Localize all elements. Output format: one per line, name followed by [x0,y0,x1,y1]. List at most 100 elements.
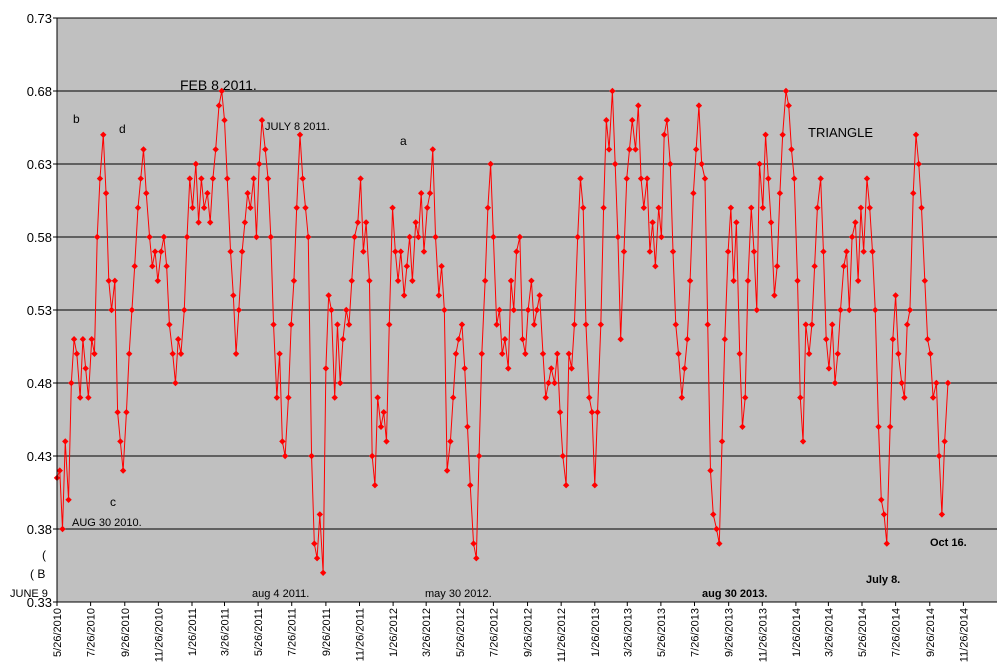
data-point [582,321,590,328]
data-point [840,263,848,270]
data-point [123,409,130,416]
data-point [443,467,451,474]
data-point [354,219,362,226]
data-point [308,452,315,460]
data-point [374,394,381,401]
data-point [458,321,466,328]
x-tick-label: 1/26/2012 [388,608,400,657]
data-point [863,175,871,182]
data-point [910,190,917,197]
data-point [765,175,772,182]
x-tick-label: 11/26/2012 [556,608,568,662]
data-point [487,160,494,168]
data-point [172,379,179,387]
x-tick-label: 7/26/2014 [891,608,903,657]
y-tick-label: 0.43 [27,449,52,464]
data-point [209,175,217,182]
data-point [200,204,208,211]
data-point [744,277,752,284]
data-point [733,219,740,226]
data-point [933,379,940,387]
data-point [287,321,295,328]
data-point [461,365,468,372]
data-point [681,365,688,372]
data-point [146,233,153,241]
data-point [128,306,136,314]
data-point [258,117,266,124]
data-point [154,277,162,284]
data-point [285,394,292,401]
data-point [632,146,639,153]
data-point [212,146,219,153]
data-point [380,409,387,416]
data-point [270,321,277,328]
data-point [872,306,879,314]
data-point [73,350,81,357]
data-point [710,511,717,518]
data-point [470,540,477,547]
data-point [889,336,897,343]
x-tick-label: 11/26/2013 [757,608,769,662]
annotation: ( [42,548,46,562]
data-point [186,175,193,182]
x-tick-label: 7/26/2013 [690,608,702,657]
data-point [218,87,225,95]
x-tick-label: 5/26/2010 [52,608,64,657]
data-point [273,394,281,401]
data-point [848,233,856,241]
data-point [119,467,127,474]
x-tick-label: 3/26/2011 [220,608,232,656]
data-point [415,233,422,241]
data-point [556,409,564,416]
data-point [88,336,95,343]
data-point [880,511,888,518]
data-point [281,452,289,460]
data-point [741,394,749,401]
data-point [551,379,558,387]
data-point [406,233,413,241]
data-point [571,321,578,328]
data-point [935,452,943,460]
data-point [944,379,952,387]
data-point [313,555,321,562]
annotation: July 8. [866,574,900,586]
data-point [690,190,697,197]
data-point [692,146,700,153]
data-point [100,131,107,138]
data-point [718,438,726,445]
data-point [805,350,813,357]
data-point [736,350,743,357]
series [53,87,952,576]
data-point [672,321,679,328]
data-point [562,482,570,489]
data-point [334,321,341,328]
data-point [750,248,758,255]
data-point [290,277,298,284]
data-point [85,394,92,401]
data-point [386,321,393,328]
data-point [227,248,234,255]
data-point [232,350,240,357]
data-point [181,306,188,314]
data-point [586,394,593,401]
data-point [637,175,645,182]
data-point [455,336,462,343]
data-point [429,146,436,153]
data-point [244,190,251,197]
data-point [695,102,703,109]
data-point [635,102,642,109]
data-point [157,248,165,255]
data-point [204,190,211,197]
data-point [660,131,668,138]
x-tick-label: 5/26/2012 [455,608,467,657]
data-point [267,233,274,241]
data-point [412,219,419,226]
data-point [325,292,332,299]
data-point [505,365,512,372]
data-point [296,131,304,138]
data-point [360,248,367,255]
data-point [843,248,850,255]
data-point [68,379,75,387]
annotation: c [110,495,116,509]
data-point [829,321,836,328]
